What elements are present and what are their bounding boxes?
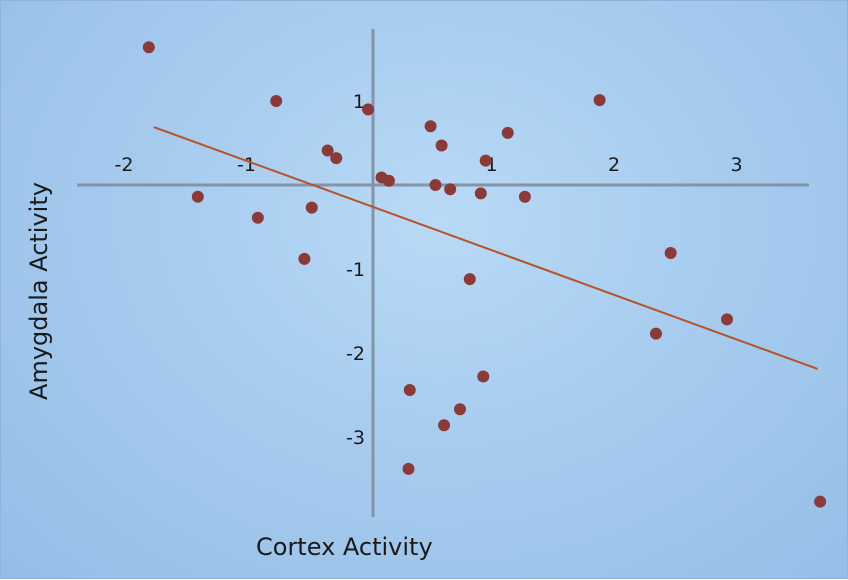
data-point [444, 183, 457, 196]
data-point [251, 211, 264, 224]
x-tick-label: -2 [115, 154, 134, 176]
y-tick-label: 1 [353, 91, 365, 113]
data-point [474, 187, 487, 200]
data-point [330, 152, 343, 165]
data-point [424, 120, 437, 133]
data-point [321, 144, 334, 157]
data-point [814, 495, 827, 508]
data-point [721, 313, 734, 326]
data-point [664, 247, 677, 260]
data-point [382, 174, 395, 187]
data-point [305, 201, 318, 214]
trendline-layer [153, 126, 819, 370]
data-point [438, 419, 451, 432]
data-point [142, 41, 155, 54]
data-point [501, 126, 514, 139]
data-point [518, 190, 531, 203]
tick-labels: -2 -1 1 2 31-1-2-3 [115, 91, 743, 449]
data-point [270, 95, 283, 107]
data-point [402, 462, 415, 475]
y-axis-title: Amygdala Activity [25, 182, 53, 400]
data-point [191, 190, 204, 203]
data-points [142, 41, 827, 508]
data-point [453, 403, 466, 416]
data-point [298, 252, 311, 265]
axes [77, 29, 809, 517]
y-tick-label: -2 [346, 343, 365, 365]
y-tick-label: -1 [346, 259, 365, 281]
data-point [429, 179, 442, 191]
trendline [153, 126, 819, 370]
y-tick-label: -3 [346, 427, 365, 449]
x-tick-label: 2 [608, 154, 620, 176]
data-point [362, 103, 375, 116]
data-point [463, 273, 476, 286]
x-tick-label: -1 [237, 154, 256, 176]
data-point [593, 94, 606, 107]
x-axis-title: Cortex Activity [256, 533, 433, 561]
data-point [403, 383, 416, 396]
x-tick-label: 3 [730, 154, 742, 176]
data-point [649, 327, 662, 340]
data-point [435, 139, 448, 152]
data-point [479, 154, 492, 167]
data-point [477, 370, 490, 383]
